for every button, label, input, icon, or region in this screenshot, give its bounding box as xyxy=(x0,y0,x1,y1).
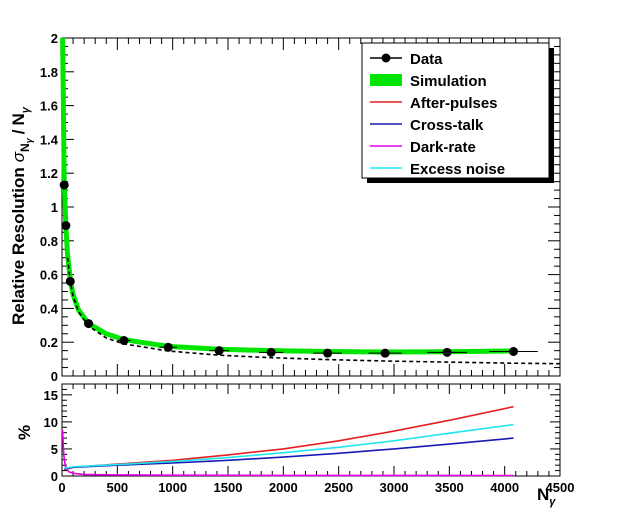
y-tick-label: 0 xyxy=(51,369,58,384)
x-tick-label: 2000 xyxy=(269,480,298,495)
y-tick-label: 1.6 xyxy=(40,99,58,114)
data-point xyxy=(61,221,71,231)
legend-label: Cross-talk xyxy=(410,117,484,134)
y-tick-label: 0.8 xyxy=(40,234,58,249)
data-point xyxy=(380,348,390,358)
x-tick-label: 3500 xyxy=(435,480,464,495)
legend-entry-data: Data xyxy=(370,51,443,68)
residual-y-ticks: 0 5 10 15 xyxy=(44,388,560,484)
legend-label: Excess noise xyxy=(410,161,505,178)
y-tick-label: 1 xyxy=(51,200,58,215)
data-point xyxy=(65,276,75,286)
y-tick-label: 15 xyxy=(44,388,58,403)
legend-entry-simulation: Simulation xyxy=(370,73,487,90)
legend-entry-cross-talk: Cross-talk xyxy=(370,117,484,134)
y-tick-label: 1.4 xyxy=(40,132,59,147)
y-tick-label: 0.4 xyxy=(40,301,59,316)
data-point xyxy=(266,347,276,357)
legend-entry-after-pulses: After-pulses xyxy=(370,95,498,112)
x-tick-label: 500 xyxy=(106,480,128,495)
data-point xyxy=(163,342,173,352)
residual-y-axis-label: % xyxy=(15,425,34,440)
x-tick-label: 2500 xyxy=(324,480,353,495)
main-y-ticks: 0 0.2 0.4 0.6 0.8 1 1.2 1.4 1.6 1.8 2 xyxy=(40,31,560,384)
y-tick-label: 1.8 xyxy=(40,65,58,80)
data-point xyxy=(84,319,94,329)
main-y-axis-label: Relative ResolutionσNγ/Nγ xyxy=(9,106,34,325)
legend-marker xyxy=(381,53,391,63)
y-tick-label: 0.6 xyxy=(40,268,58,283)
y-tick-label: 2 xyxy=(51,31,58,46)
y-tick-label: 0 xyxy=(51,469,58,484)
x-tick-label: 4500 xyxy=(546,480,575,495)
legend-label: Data xyxy=(410,51,443,68)
residual-x-ticks: 0 500 1000 1500 2000 2500 3000 3500 4000 4500 xyxy=(58,384,574,495)
data-point xyxy=(323,348,333,358)
y-tick-label: 0.2 xyxy=(40,335,58,350)
x-tick-label: 4000 xyxy=(490,480,519,495)
residual-plot-area xyxy=(61,405,514,477)
data-point xyxy=(442,347,452,357)
series-dark-rate xyxy=(61,429,514,477)
main-plot-area xyxy=(59,37,561,365)
y-tick-label: 5 xyxy=(51,442,58,457)
legend-entry-excess-noise: Excess noise xyxy=(370,161,505,178)
x-tick-label: 3000 xyxy=(380,480,409,495)
x-tick-label: 1500 xyxy=(214,480,243,495)
x-tick-label: 1000 xyxy=(158,480,187,495)
x-axis-label: Nγ xyxy=(537,485,556,508)
simulation-band xyxy=(60,37,514,355)
series-excess-noise xyxy=(64,423,514,470)
fit-curve xyxy=(66,257,561,365)
legend-label: Dark-rate xyxy=(410,139,476,156)
legend-label: Simulation xyxy=(410,73,487,90)
data-point xyxy=(214,346,224,356)
x-tick-label: 0 xyxy=(58,480,65,495)
data-point xyxy=(119,336,129,346)
y-tick-label: 10 xyxy=(44,415,58,430)
data-point xyxy=(59,180,69,190)
legend-swatch xyxy=(370,74,402,86)
legend-label: After-pulses xyxy=(410,95,498,112)
series-after-pulses xyxy=(64,405,514,471)
legend-entry-dark-rate: Dark-rate xyxy=(370,139,476,156)
legend: Data Simulation After-pulses Cross-talk Dark… xyxy=(361,42,554,183)
data-point xyxy=(509,346,519,356)
y-tick-label: 1.2 xyxy=(40,166,58,181)
legend-box xyxy=(361,42,550,179)
